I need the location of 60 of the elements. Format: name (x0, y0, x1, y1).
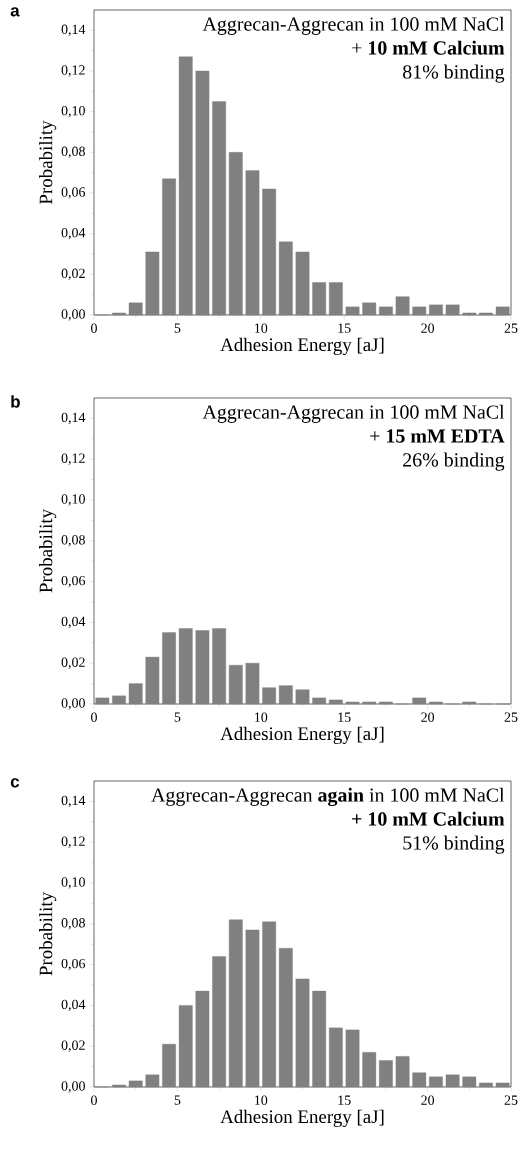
y-tick-label: 0,02 (61, 268, 85, 281)
y-tick-label: 0,14 (61, 24, 86, 37)
y-axis-title: Probability (39, 892, 57, 976)
x-tick-label: 20 (421, 323, 435, 333)
x-tick-label: 10 (255, 712, 268, 722)
x-tick-label: 0 (91, 323, 97, 333)
y-axis-title: Probability (39, 508, 57, 593)
x-tick-label: 25 (504, 323, 518, 333)
annotation: 26% binding (403, 452, 505, 471)
x-tick-label: 25 (504, 712, 518, 722)
annotation: 51% binding (403, 835, 505, 854)
y-tick-label: 0,10 (61, 105, 85, 118)
y-tick-label: 0,14 (61, 412, 86, 425)
chart-title: b (11, 395, 20, 408)
y-tick-label: 0,02 (61, 1040, 85, 1052)
y-tick-label: 0,06 (61, 958, 86, 971)
x-tick-label: 0 (91, 1095, 97, 1105)
chart-title: a (10, 7, 20, 17)
annotation: Aggrecan-Aggrecan in 100 mM NaCl (202, 16, 505, 35)
x-tick-label: 10 (255, 1095, 268, 1105)
x-tick-label: 25 (504, 1095, 518, 1105)
y-tick-label: 0,00 (61, 1081, 85, 1093)
y-tick-label: 0,14 (61, 795, 86, 808)
x-axis-title: Adhesion Energy [aJ] (220, 337, 384, 355)
x-tick-label: 15 (338, 712, 351, 722)
y-tick-label: 0,04 (61, 616, 86, 629)
x-tick-label: 5 (174, 1095, 181, 1105)
y-tick-label: 0,12 (61, 65, 85, 77)
chart-title: c (10, 778, 20, 788)
annotation: + 10 mM Calcium (352, 40, 505, 55)
y-tick-label: 0,00 (61, 698, 85, 710)
x-tick-label: 15 (338, 1095, 351, 1105)
y-tick-label: 0,02 (61, 657, 85, 669)
y-tick-label: 0,12 (61, 836, 85, 848)
x-tick-label: 15 (338, 323, 351, 333)
y-tick-label: 0,04 (61, 999, 86, 1012)
x-axis-title: Adhesion Energy [aJ] (220, 726, 384, 744)
y-tick-label: 0,00 (61, 309, 85, 321)
y-tick-label: 0,04 (61, 227, 86, 240)
annotation: Aggrecan-Aggrecan in 100 mM NaCl (202, 404, 505, 423)
x-tick-label: 10 (255, 323, 268, 333)
x-tick-label: 5 (174, 323, 181, 333)
y-tick-label: 0,08 (61, 146, 85, 159)
y-tick-label: 0,06 (61, 575, 86, 588)
y-tick-label: 0,08 (61, 535, 85, 547)
x-tick-label: 20 (421, 712, 435, 722)
x-axis-title: Adhesion Energy [aJ] (220, 1109, 384, 1127)
y-tick-label: 0,10 (61, 494, 85, 506)
y-tick-label: 0,12 (61, 453, 85, 465)
y-tick-label: 0,08 (61, 918, 85, 930)
x-tick-label: 20 (421, 1095, 435, 1105)
annotation: + 10 mM Calcium (352, 811, 505, 826)
annotation: Aggrecan-Aggrecan again in 100 mM NaCl (151, 787, 505, 806)
annotation: + 15 mM EDTA (370, 429, 505, 443)
x-tick-label: 5 (174, 712, 181, 722)
x-tick-label: 0 (91, 712, 97, 722)
annotation: 81% binding (403, 64, 505, 83)
y-tick-label: 0,10 (61, 877, 85, 889)
y-axis-title: Probability (39, 120, 57, 204)
y-tick-label: 0,06 (61, 187, 86, 199)
